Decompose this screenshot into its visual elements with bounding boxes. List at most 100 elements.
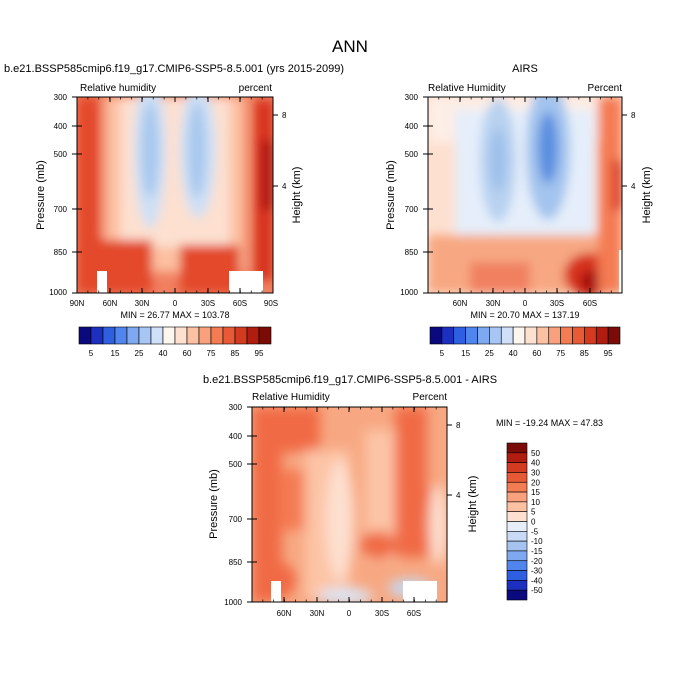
colorbar-swatch	[536, 326, 550, 345]
x-tick-label: 30N	[486, 299, 501, 308]
x-tick-label: 0	[347, 609, 352, 618]
x-tick-label: 30N	[135, 299, 150, 308]
colorbar-swatch	[506, 540, 528, 552]
colorbar-swatch	[506, 531, 528, 542]
colorbar-swatch	[572, 326, 585, 345]
y2-tick-label: 8	[282, 111, 287, 120]
y-tick-label: 1000	[49, 288, 67, 297]
colorbar-label: 50	[531, 449, 540, 458]
colorbar-label: 15	[461, 349, 470, 358]
y-axis-title: Pressure (mb)	[385, 160, 397, 230]
colorbar-swatch	[210, 326, 224, 345]
x-tick-label: 90N	[70, 299, 85, 308]
y2-tick-label: 8	[456, 421, 461, 430]
colorbar-label: 40	[531, 459, 540, 468]
colorbar-swatch	[90, 326, 104, 345]
x-tick-label: 60S	[233, 299, 247, 308]
x-tick-label: 30S	[550, 299, 564, 308]
panel-left-label: Relative Humidity	[252, 392, 330, 403]
axis-ticks	[247, 406, 452, 603]
colorbar-label: -30	[531, 567, 543, 576]
y2-tick-label: 4	[631, 182, 636, 191]
colorbar-swatch	[246, 326, 260, 345]
colorbar-swatch	[453, 326, 466, 345]
y2-tick-labels: 8 4	[282, 111, 287, 191]
colorbar-label: -50	[531, 586, 543, 595]
colorbar-swatch	[560, 326, 573, 345]
colorbar-swatch	[102, 326, 116, 345]
colorbar-label: 25	[485, 349, 494, 358]
colorbar-label: 60	[183, 349, 192, 358]
y-axis-title: Pressure (mb)	[208, 469, 220, 539]
colorbar-swatch	[506, 481, 528, 493]
y-tick-label: 300	[54, 93, 68, 102]
min-max-stats: MIN = 20.70 MAX = 137.19	[470, 310, 579, 320]
missing-data-region	[403, 581, 437, 602]
x-tick-label: 60N	[103, 299, 118, 308]
panel-title: b.e21.BSSP585cmip6.f19_g17.CMIP6-SSP5-8.…	[4, 63, 344, 75]
colorbar-swatch	[126, 326, 140, 345]
x-tick-label: 30N	[310, 609, 325, 618]
colorbar-swatch	[150, 326, 164, 345]
colorbar-swatch	[506, 560, 528, 571]
y-tick-labels: 300 400 500 700 850 1000	[400, 93, 418, 297]
y2-axis-title: Height (km)	[641, 167, 653, 224]
colorbar-swatch	[506, 570, 528, 581]
y-tick-label: 850	[405, 248, 419, 257]
colorbar-label: 75	[207, 349, 216, 358]
colorbar-swatch	[114, 326, 128, 345]
figure-title: ANN	[332, 37, 368, 56]
y-tick-labels: 300 400 500 700 850 1000	[224, 403, 242, 607]
colorbar-swatch	[138, 326, 152, 345]
colorbar-swatch	[78, 326, 92, 345]
y-tick-label: 300	[229, 403, 243, 412]
colorbar-label: 15	[111, 349, 120, 358]
colorbar-swatch	[506, 501, 528, 512]
colorbar-label: 0	[531, 518, 536, 527]
missing-data-region	[97, 271, 107, 293]
contour-field	[252, 407, 447, 602]
colorbar-swatch	[222, 326, 236, 345]
colorbar-swatch	[186, 326, 200, 345]
colorbar-swatch	[489, 326, 502, 345]
y2-tick-labels: 8 4	[456, 421, 461, 500]
x-tick-label: 0	[173, 299, 178, 308]
y2-axis-title: Height (km)	[291, 167, 303, 224]
colorbar-label: 95	[255, 349, 264, 358]
colorbar-label: 60	[532, 349, 541, 358]
panel-right-label: Percent	[588, 83, 623, 94]
colorbar-label: 5	[440, 349, 445, 358]
contour-field	[428, 97, 622, 293]
missing-data-region	[229, 271, 263, 293]
colorbar-swatch	[524, 326, 538, 345]
panel-airs: AIRS Relative Humidity Percent	[385, 63, 653, 358]
colorbar-swatch	[465, 326, 478, 345]
y-tick-label: 700	[229, 515, 243, 524]
y2-tick-label: 4	[456, 491, 461, 500]
y-tick-label: 300	[405, 93, 419, 102]
x-tick-labels: 90N 60N 30N 0 30S 60S 90S	[70, 299, 278, 308]
colorbar-swatch	[506, 472, 528, 483]
y2-axis-title: Height (km)	[467, 476, 479, 533]
colorbar-label: -10	[531, 537, 543, 546]
x-tick-label: 60N	[277, 609, 292, 618]
colorbar-swatch	[607, 326, 621, 345]
panel-right-label: Percent	[413, 392, 448, 403]
y-tick-label: 400	[54, 122, 68, 131]
colorbar-absolute: 5 15 25 40 60 75 85 95	[78, 326, 272, 358]
x-tick-labels: 60N 30N 0 30S 60S	[453, 299, 597, 308]
y-tick-label: 1000	[224, 598, 242, 607]
axis-ticks	[423, 96, 627, 294]
colorbar-label: 5	[531, 508, 536, 517]
panel-model: b.e21.BSSP585cmip6.f19_g17.CMIP6-SSP5-8.…	[4, 63, 344, 358]
colorbar-swatch	[506, 491, 528, 503]
y-tick-label: 500	[405, 150, 419, 159]
panel-right-label: percent	[239, 83, 273, 94]
colorbar-label: 30	[531, 468, 540, 477]
x-tick-label: 60N	[453, 299, 468, 308]
min-max-stats: MIN = 26.77 MAX = 103.78	[120, 310, 229, 320]
colorbar-swatch	[506, 521, 528, 532]
panel-title: AIRS	[512, 63, 538, 75]
colorbar-swatch	[234, 326, 248, 345]
